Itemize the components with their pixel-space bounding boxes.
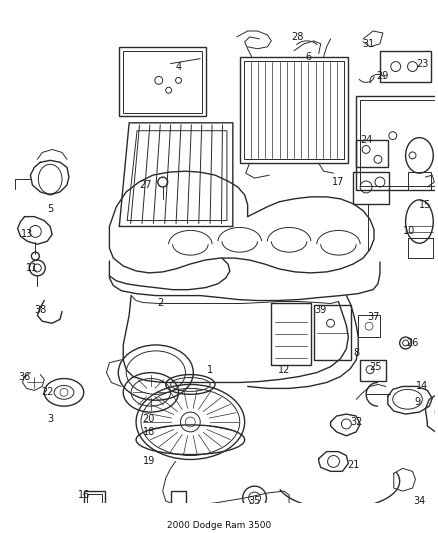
Text: 5: 5: [47, 204, 53, 214]
Bar: [353, 172, 389, 204]
Text: 15: 15: [419, 200, 431, 210]
Bar: [360, 100, 438, 186]
Text: 2000 Dodge Ram 3500: 2000 Dodge Ram 3500: [167, 521, 271, 530]
Text: 35: 35: [248, 496, 261, 506]
Text: 19: 19: [143, 456, 155, 466]
Text: 36: 36: [18, 372, 31, 382]
Text: 37: 37: [367, 312, 379, 322]
Text: 26: 26: [406, 338, 419, 348]
Text: 13: 13: [21, 229, 34, 239]
Text: 1: 1: [207, 365, 213, 375]
Bar: [119, 47, 206, 116]
Bar: [380, 51, 431, 82]
Bar: [271, 303, 311, 365]
Text: 16: 16: [78, 490, 90, 500]
Bar: [356, 96, 438, 190]
Text: 21: 21: [347, 461, 360, 471]
Text: 3: 3: [47, 414, 53, 424]
Bar: [244, 61, 344, 159]
Text: 8: 8: [353, 348, 359, 358]
Text: 17: 17: [332, 177, 345, 187]
Bar: [360, 360, 386, 382]
Text: 6: 6: [306, 52, 312, 62]
Bar: [314, 305, 351, 360]
Text: 22: 22: [41, 387, 53, 398]
Text: 10: 10: [403, 227, 416, 237]
Text: 20: 20: [143, 414, 155, 424]
Text: 28: 28: [291, 32, 303, 42]
Text: 18: 18: [143, 427, 155, 437]
Text: 23: 23: [416, 59, 428, 69]
Bar: [408, 238, 433, 258]
Text: 25: 25: [370, 362, 382, 372]
Text: 12: 12: [278, 365, 290, 375]
Bar: [123, 51, 202, 113]
Text: 27: 27: [140, 180, 152, 190]
Bar: [84, 491, 106, 519]
Bar: [87, 494, 102, 516]
Text: 11: 11: [26, 263, 39, 273]
Text: 24: 24: [360, 135, 372, 144]
Bar: [356, 140, 388, 167]
Text: 34: 34: [413, 496, 426, 506]
Text: 39: 39: [314, 305, 327, 316]
Text: 32: 32: [350, 417, 362, 427]
Bar: [240, 56, 348, 163]
Bar: [171, 491, 187, 509]
Text: 38: 38: [34, 305, 46, 316]
Text: 9: 9: [414, 397, 420, 407]
Text: 4: 4: [176, 61, 182, 71]
Text: 31: 31: [362, 39, 374, 49]
Text: 29: 29: [377, 71, 389, 82]
Bar: [358, 316, 380, 337]
Bar: [408, 172, 431, 190]
Text: 2: 2: [158, 298, 164, 309]
Text: 14: 14: [416, 382, 428, 391]
